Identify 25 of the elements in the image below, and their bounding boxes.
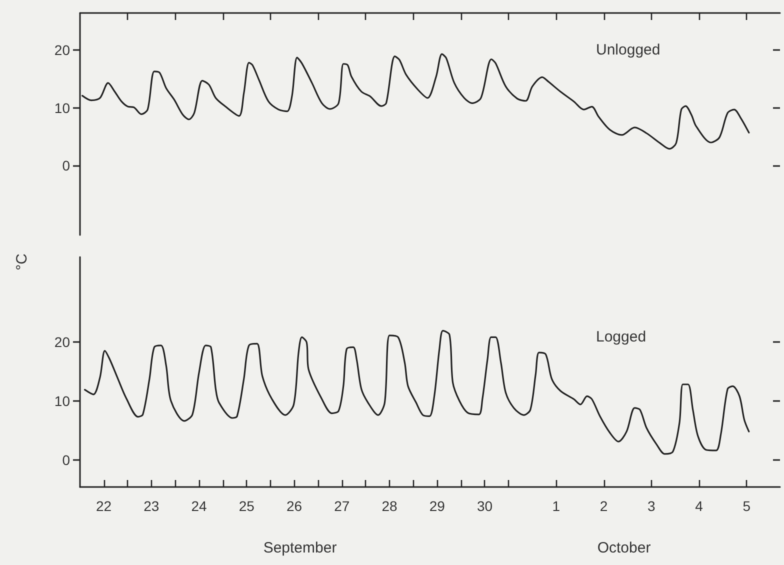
y-tick-label: 20 — [54, 42, 70, 58]
x-tick-label: 2 — [600, 498, 608, 514]
x-tick-label: 28 — [382, 498, 398, 514]
x-tick-label: 5 — [742, 498, 751, 514]
text: Unlogged — [596, 42, 660, 58]
x-tick-label: 26 — [286, 498, 302, 514]
x-tick-label: 30 — [476, 498, 493, 514]
x-tick-label: 27 — [334, 498, 350, 514]
x-axis-title: September — [263, 540, 337, 556]
y-tick-label: 0 — [62, 452, 70, 468]
x-tick-label: 29 — [429, 498, 446, 514]
y-tick-label: 10 — [54, 100, 70, 116]
x-tick-label: 4 — [695, 498, 704, 514]
text: Logged — [596, 328, 646, 346]
y-tick-label: 20 — [54, 334, 70, 350]
text: October — [597, 540, 651, 556]
x-tick-label: 25 — [238, 498, 255, 514]
y-tick-label: 10 — [54, 392, 70, 409]
y-axis-title: °C — [14, 253, 30, 270]
x-tick-label: 23 — [144, 498, 160, 514]
x-tick-label: 3 — [647, 498, 656, 514]
x-tick-label: 1 — [552, 498, 560, 514]
x-tick-label: 24 — [191, 498, 208, 514]
y-tick-label: 0 — [62, 158, 70, 174]
x-tick-label: 22 — [96, 498, 112, 514]
